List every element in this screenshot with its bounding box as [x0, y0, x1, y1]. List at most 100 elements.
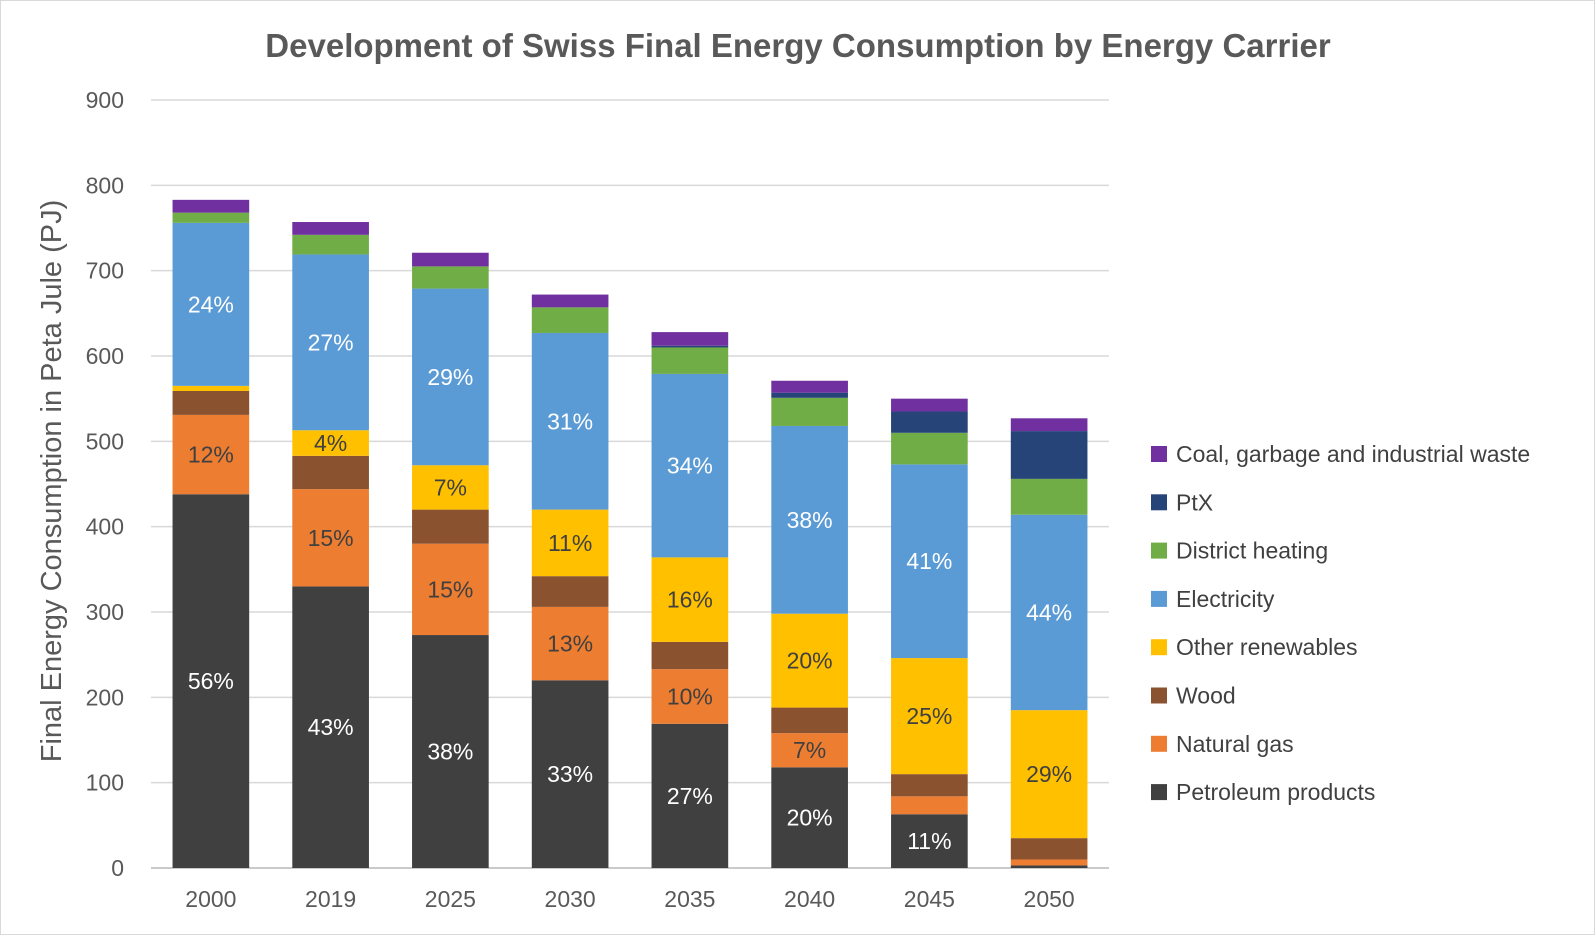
x-tick-label: 2035 — [664, 886, 715, 912]
y-tick-label: 800 — [86, 172, 124, 198]
data-label: 31% — [547, 408, 593, 434]
bar-segment-petroleum-products-2040 — [771, 767, 848, 868]
legend-swatch — [1151, 446, 1167, 462]
bar-segment-district-heating-2045 — [891, 432, 968, 465]
bar-segment-coal-garbage-and-industrial-waste-2050 — [1010, 418, 1088, 432]
data-label: 11% — [907, 828, 951, 854]
legend-swatch — [1151, 687, 1167, 704]
data-label: 27% — [667, 783, 713, 809]
data-label: 7% — [793, 737, 826, 763]
data-label: 38% — [787, 507, 833, 533]
bar-segment-petroleum-products-2035 — [651, 723, 729, 868]
data-label: 15% — [308, 525, 354, 551]
bar-segment-district-heating-2035 — [651, 347, 729, 374]
bar-segment-electricity-2035 — [651, 373, 729, 558]
bar-segment-district-heating-2050 — [1010, 478, 1088, 515]
bar-segment-coal-garbage-and-industrial-waste-2025 — [412, 252, 489, 267]
bar-segment-other-renewables-2030 — [531, 509, 609, 577]
bar-segment-other-renewables-2025 — [412, 465, 489, 510]
bar-segment-other-renewables-2045 — [891, 658, 968, 775]
bar-segment-electricity-2025 — [412, 288, 489, 466]
y-tick-label: 400 — [86, 514, 124, 540]
bar-segment-ptx-2035 — [651, 345, 729, 348]
x-tick-labels: 2000 2019 2025 2030 2035 2040 2045 2050 — [185, 886, 1074, 912]
data-label: 11% — [548, 530, 592, 556]
bar-segment-natural-gas-2035 — [651, 669, 729, 724]
bar-segment-ptx-2040 — [771, 392, 848, 398]
bar-segment-district-heating-2025 — [412, 266, 489, 289]
bar-segment-natural-gas-2050 — [1010, 859, 1088, 866]
legend-label: Natural gas — [1176, 731, 1294, 757]
y-tick-label: 700 — [86, 258, 124, 284]
x-tick-label: 2050 — [1024, 886, 1075, 912]
legend-swatch — [1151, 784, 1167, 801]
y-tick-label: 0 — [111, 855, 124, 881]
bar-segment-coal-garbage-and-industrial-waste-2035 — [651, 332, 729, 346]
bar-segment-wood-2000 — [172, 390, 250, 415]
bar-segment-coal-garbage-and-industrial-waste-2030 — [531, 294, 609, 308]
bar-segment-natural-gas-2019 — [292, 489, 369, 587]
bar-segment-petroleum-products-2025 — [412, 635, 489, 868]
bar-segment-petroleum-products-2030 — [531, 680, 609, 868]
legend-label: District heating — [1176, 538, 1328, 564]
legend-swatch — [1151, 639, 1167, 656]
legend-label: PtX — [1176, 489, 1213, 515]
data-label: 27% — [308, 329, 354, 355]
legend-swatch — [1151, 494, 1167, 511]
bar-segment-natural-gas-2030 — [531, 606, 609, 681]
bar-segment-coal-garbage-and-industrial-waste-2000 — [172, 199, 250, 213]
data-label: 7% — [434, 474, 467, 500]
bar-segment-district-heating-2040 — [771, 397, 848, 426]
bar-segment-petroleum-products-2019 — [292, 586, 369, 868]
legend-label: Coal, garbage and industrial waste — [1176, 441, 1530, 467]
bar-segment-wood-2025 — [412, 509, 489, 544]
bar-segment-other-renewables-2000 — [172, 385, 250, 391]
x-tick-label: 2040 — [784, 886, 835, 912]
legend-swatch — [1151, 542, 1167, 559]
bar-segment-electricity-2040 — [771, 425, 848, 614]
bar-segment-wood-2045 — [891, 774, 968, 797]
bar-segment-electricity-2030 — [531, 332, 609, 510]
bars-group — [172, 199, 1088, 868]
y-tick-label: 500 — [86, 428, 124, 454]
bar-segment-electricity-2019 — [292, 254, 369, 431]
data-label: 16% — [667, 587, 713, 613]
data-label: 10% — [667, 683, 713, 709]
data-labels-group: 56% 12% 24% 43% 15% 4% 27% 38% 15% 7% 29% 33% 13% 11%… — [188, 291, 1072, 854]
data-label: 43% — [308, 714, 354, 740]
legend-label: Electricity — [1176, 586, 1275, 612]
legend-swatch — [1151, 590, 1167, 607]
chart-title: Development of Swiss Final Energy Consum… — [265, 27, 1331, 64]
data-label: 41% — [906, 548, 952, 574]
y-tick-label: 900 — [86, 87, 124, 113]
y-tick-label: 300 — [86, 599, 124, 625]
bar-segment-wood-2040 — [771, 707, 848, 734]
bar-segment-natural-gas-2025 — [412, 543, 489, 636]
data-label: 56% — [188, 668, 234, 694]
legend: Coal, garbage and industrial waste PtX Dis… — [1151, 441, 1530, 805]
bar-segment-natural-gas-2000 — [172, 414, 250, 495]
bar-segment-coal-garbage-and-industrial-waste-2040 — [771, 380, 848, 393]
data-label: 4% — [314, 430, 347, 456]
data-label: 29% — [427, 364, 473, 390]
data-label: 24% — [188, 291, 234, 317]
bar-segment-electricity-2050 — [1010, 514, 1088, 711]
y-axis-label: Final Energy Consumption in Peta Jule (P… — [36, 200, 68, 763]
bar-segment-wood-2030 — [531, 576, 609, 607]
legend-label: Other renewables — [1176, 634, 1358, 660]
bar-segment-wood-2019 — [292, 455, 369, 490]
bar-segment-coal-garbage-and-industrial-waste-2045 — [891, 398, 968, 412]
data-label: 33% — [547, 761, 593, 787]
data-label: 25% — [906, 703, 952, 729]
data-label: 34% — [667, 453, 713, 479]
bar-segment-other-renewables-2050 — [1010, 710, 1088, 839]
data-label: 29% — [1026, 761, 1072, 787]
data-label: 12% — [188, 442, 234, 468]
legend-label: Petroleum products — [1176, 779, 1375, 805]
bar-segment-district-heating-2019 — [292, 234, 369, 255]
bar-segment-district-heating-2000 — [172, 212, 250, 223]
legend-swatch — [1151, 735, 1167, 752]
x-tick-label: 2019 — [305, 886, 356, 912]
